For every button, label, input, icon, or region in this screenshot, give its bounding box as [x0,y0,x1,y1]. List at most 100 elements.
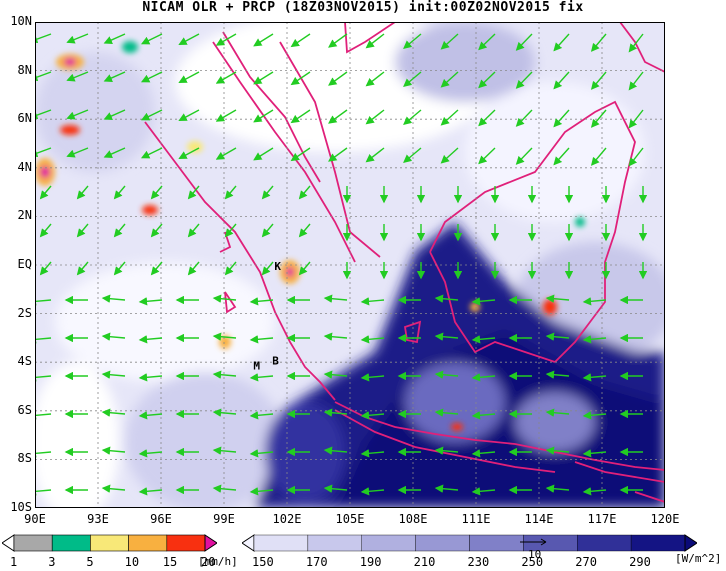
wind-arrow [403,71,422,88]
wind-arrow [113,185,126,200]
wind-arrow [360,411,385,420]
wind-arrow [553,33,570,52]
colorbar-tick: 270 [575,555,597,569]
wind-arrow [224,223,237,238]
wind-arrow [290,147,311,162]
wind-arrow [253,71,274,85]
wind-arrow [545,370,570,379]
longitude-label: 114E [524,512,554,526]
colorbar-tick: 3 [48,555,56,569]
wind-arrow [360,487,385,496]
reference-wind-arrow [518,534,550,548]
wind-arrow [360,449,385,458]
wind-arrow [35,449,52,458]
wind-arrow [403,109,422,126]
wind-arrow [140,33,163,45]
wind-arrow [471,487,496,496]
wind-arrow [103,71,126,82]
colorbar-segment [128,534,168,552]
wind-arrow [290,33,311,48]
wind-arrow [628,147,644,167]
olr-unit: [W/m^2] [675,552,722,565]
wind-arrow [360,335,385,344]
wind-arrow [113,261,126,276]
wind-arrow [187,185,200,200]
wind-arrow [515,147,533,165]
colorbar-tick: 210 [413,555,436,569]
wind-arrow [440,71,459,88]
longitude-label: 99E [213,512,235,526]
wind-arrow [323,370,348,379]
wind-arrow [103,147,126,158]
wind-arrow [478,71,496,89]
wind-arrow [323,446,348,455]
wind-arrow [101,484,126,493]
wind-arrow [545,294,570,303]
wind-arrow [290,71,311,86]
latitude-label: 2N [17,208,32,223]
wind-arrow [178,147,200,159]
wind-arrow [212,332,237,341]
wind-arrow [582,335,607,344]
longitude-label: 108E [398,512,428,526]
wind-arrow [101,408,126,417]
wind-vectors [35,33,648,496]
wind-arrow [138,487,163,496]
wind-arrow [249,335,274,344]
wind-arrow [328,147,348,162]
wind-arrow [582,411,607,420]
colorbar-segment [415,534,470,552]
wind-arrow [215,71,237,84]
wind-arrow [365,33,385,49]
wind-arrow [434,294,459,303]
colorbar-segment [242,534,255,552]
wind-arrow [253,33,274,47]
wind-arrow [365,71,385,87]
wind-arrow [471,335,496,344]
wind-arrow [471,297,496,306]
latitude-label: 8N [17,62,32,77]
wind-arrow [403,33,422,50]
wind-arrow [545,484,570,493]
precip-cells [35,41,585,431]
colorbar-segment [630,534,686,552]
latitude-label: 6N [17,111,32,126]
olr-field [35,22,665,508]
longitude-label: 102E [272,512,302,526]
colorbar-segment [13,534,53,552]
olr-colorbar [242,534,697,552]
wind-arrow [478,147,496,165]
wind-arrow [434,446,459,455]
wind-arrow [35,33,52,44]
wind-arrow [215,109,237,122]
colorbar-tick: 170 [305,555,328,569]
wind-arrow [215,33,237,46]
wind-arrow [628,71,644,91]
colorbar-segment [253,534,309,552]
wind-arrow [582,487,607,496]
wind-arrow [138,335,163,344]
colorbar-tick: 15 [162,555,178,569]
wind-arrow [76,223,89,238]
wind-arrow [212,484,237,493]
wind-arrow [478,33,496,51]
longitude-label: 120E [650,512,680,526]
wind-arrow [150,261,163,276]
wind-arrow [323,294,348,303]
place-label: B [272,355,279,368]
wind-arrow [515,109,533,127]
latitude-label: EQ [17,257,32,271]
wind-arrow [35,373,52,382]
wind-arrow [471,411,496,420]
wind-arrow [178,71,200,83]
wind-arrow [39,185,52,200]
colorbar-segment [166,534,206,552]
colorbar-tick: 150 [252,555,274,569]
wind-arrow [434,332,459,341]
colorbar-tick: 290 [629,555,651,569]
wind-arrow [582,297,607,306]
map-frame [35,22,665,508]
wind-arrow [212,370,237,379]
wind-arrow [261,223,274,238]
